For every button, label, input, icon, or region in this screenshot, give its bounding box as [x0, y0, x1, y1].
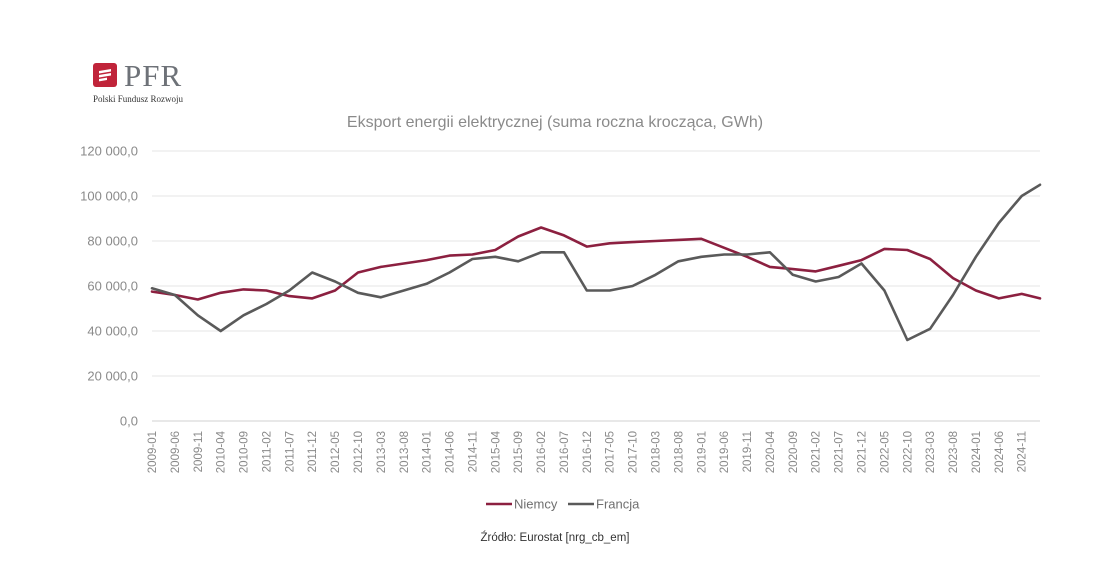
y-tick-label: 100 000,0	[80, 189, 138, 204]
x-tick-label: 2019-01	[696, 431, 708, 473]
x-tick-label: 2014-11	[467, 431, 479, 472]
x-tick-label: 2020-04	[765, 430, 777, 473]
x-tick-label: 2023-08	[948, 431, 960, 473]
x-tick-label: 2018-08	[673, 431, 685, 473]
x-tick-label: 2014-06	[445, 431, 457, 473]
x-tick-label: 2016-07	[559, 431, 571, 473]
x-tick-label: 2009-01	[147, 431, 159, 473]
x-tick-label: 2021-07	[834, 431, 846, 473]
x-tick-label: 2021-12	[856, 431, 868, 473]
x-tick-label: 2011-02	[261, 431, 273, 472]
x-tick-label: 2021-02	[811, 431, 823, 473]
x-tick-label: 2012-10	[353, 431, 365, 473]
series-lines	[150, 183, 1042, 342]
series-line-francja	[150, 183, 1042, 342]
x-tick-label: 2019-06	[719, 431, 731, 473]
x-tick-label: 2020-09	[788, 431, 800, 473]
y-tick-label: 0,0	[120, 414, 138, 429]
x-tick-label: 2009-06	[170, 431, 182, 473]
x-tick-label: 2023-03	[925, 431, 937, 473]
x-tick-label: 2013-08	[399, 431, 411, 473]
legend-label-francja: Francja	[596, 497, 640, 512]
x-tick-label: 2024-01	[971, 431, 983, 473]
x-tick-label: 2017-05	[605, 431, 617, 473]
x-tick-label: 2016-12	[582, 431, 594, 473]
legend-label-niemcy: Niemcy	[514, 497, 558, 512]
x-tick-label: 2013-03	[376, 431, 388, 473]
y-axis-ticks: 0,0 20 000,0 40 000,0 60 000,0 80 000,0 100 0…	[80, 144, 138, 429]
x-tick-label: 2022-10	[902, 431, 914, 473]
legend: Niemcy Francja	[486, 497, 640, 512]
chart-title: Eksport energii elektrycznej (suma roczn…	[346, 114, 764, 131]
x-tick-label: 2014-01	[422, 431, 434, 473]
x-tick-label: 2009-11	[193, 431, 205, 472]
x-tick-label: 2015-09	[513, 431, 525, 473]
x-tick-label: 2012-05	[330, 431, 342, 473]
x-tick-label: 2010-09	[239, 431, 251, 473]
x-tick-label: 2019-11	[742, 431, 754, 472]
logo-name: PFR	[124, 58, 183, 93]
x-tick-label: 2022-05	[879, 431, 891, 473]
y-tick-label: 120 000,0	[80, 144, 138, 159]
y-tick-label: 60 000,0	[87, 279, 138, 294]
grid-lines	[152, 150, 1040, 422]
x-axis-ticks: 2009-01 2009-06 2009-11 2010-04 2010-09 2011-…	[147, 430, 1029, 473]
source-note: Źródło: Eurostat [nrg_cb_em]	[480, 532, 630, 544]
x-tick-label: 2011-12	[307, 431, 319, 472]
x-tick-label: 2010-04	[216, 430, 228, 473]
y-tick-label: 40 000,0	[87, 324, 138, 339]
x-tick-label: 2024-11	[1017, 431, 1029, 472]
logo-subtitle: Polski Fundusz Rozwoju	[93, 94, 184, 104]
x-tick-label: 2018-03	[651, 431, 663, 473]
y-tick-label: 20 000,0	[87, 369, 138, 384]
x-tick-label: 2024-06	[994, 431, 1006, 473]
x-tick-label: 2015-04	[490, 430, 502, 473]
series-line-niemcy	[150, 226, 1042, 301]
x-tick-label: 2011-07	[284, 431, 296, 472]
y-tick-label: 80 000,0	[87, 234, 138, 249]
pfr-logo-icon	[93, 63, 117, 87]
x-tick-label: 2017-10	[628, 431, 640, 473]
x-tick-label: 2016-02	[536, 431, 548, 473]
